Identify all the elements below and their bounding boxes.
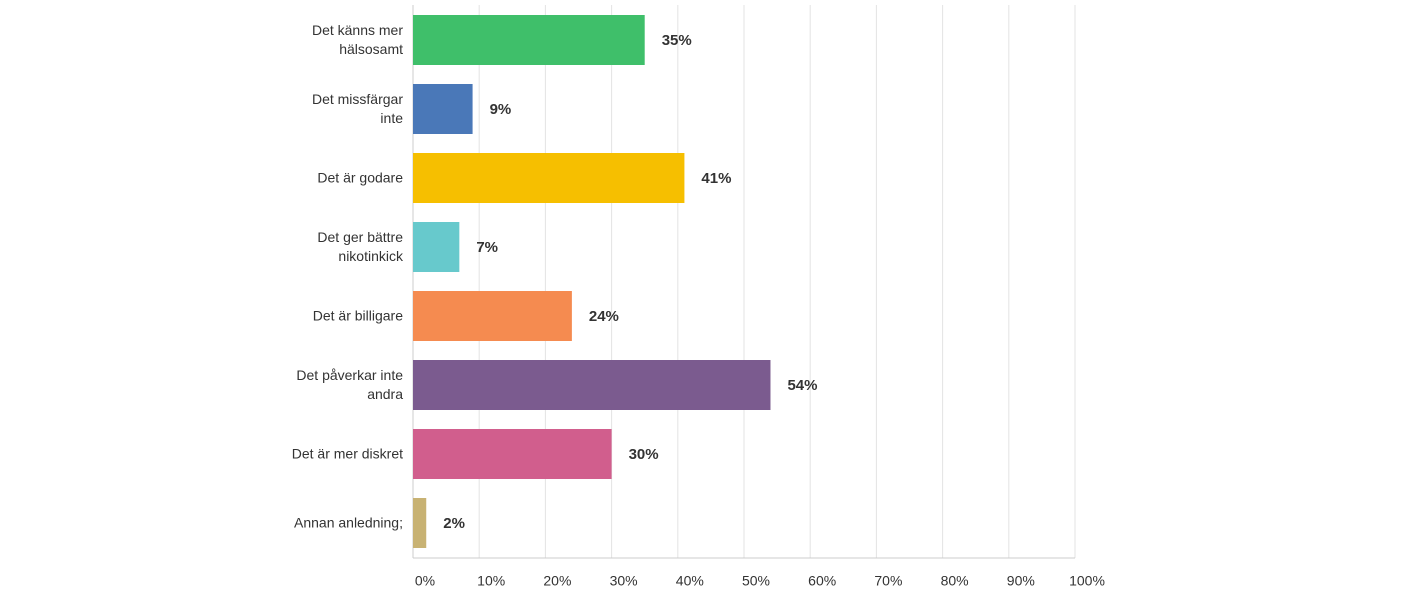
category-label: Det missfärgar inte bbox=[311, 91, 403, 126]
category-label: Det är godare bbox=[317, 169, 403, 186]
x-tick-label: 30% bbox=[610, 573, 638, 589]
bar bbox=[413, 222, 460, 272]
category-label: Annan anledning; bbox=[294, 514, 403, 531]
category-label: Det är mer diskret bbox=[291, 445, 403, 462]
data-label: 24% bbox=[589, 308, 619, 325]
x-tick-label: 80% bbox=[941, 573, 969, 589]
x-tick-label: 0% bbox=[415, 573, 435, 589]
data-label: 30% bbox=[629, 446, 659, 463]
bar bbox=[413, 291, 572, 341]
data-label: 54% bbox=[787, 377, 817, 394]
category-label: Det ger bättre nikotinkick bbox=[317, 229, 403, 264]
bar bbox=[413, 360, 771, 410]
data-label: 2% bbox=[443, 515, 465, 532]
data-label: 9% bbox=[490, 101, 512, 118]
bar bbox=[413, 429, 612, 479]
category-label: Det påverkar inte andra bbox=[296, 367, 403, 402]
x-tick-label: 20% bbox=[543, 573, 571, 589]
bar bbox=[413, 153, 685, 203]
x-tick-label: 50% bbox=[742, 573, 770, 589]
x-tick-label: 10% bbox=[477, 573, 505, 589]
x-tick-label: 40% bbox=[676, 573, 704, 589]
bar bbox=[413, 498, 427, 548]
x-tick-label: 70% bbox=[874, 573, 902, 589]
data-label: 35% bbox=[662, 32, 692, 49]
data-label: 7% bbox=[476, 239, 498, 256]
x-tick-label: 60% bbox=[808, 573, 836, 589]
bar bbox=[413, 15, 645, 65]
category-label: Det känns mer hälsosamt bbox=[311, 22, 403, 57]
data-label: 41% bbox=[701, 170, 731, 187]
category-label: Det är billigare bbox=[312, 307, 403, 324]
x-tick-label: 90% bbox=[1007, 573, 1035, 589]
x-tick-label: 100% bbox=[1069, 573, 1105, 589]
bar bbox=[413, 84, 473, 134]
